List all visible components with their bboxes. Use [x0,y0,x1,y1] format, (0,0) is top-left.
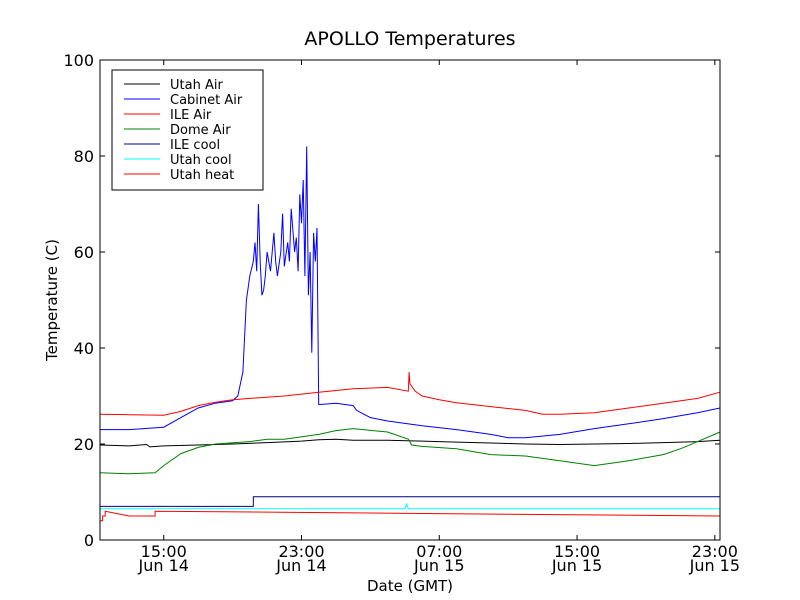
x-tick-label-time: 15:00 [554,542,600,561]
x-axis-label: Date (GMT) [367,577,453,595]
y-tick-label: 80 [74,147,94,166]
legend-label: ILE cool [170,138,220,153]
y-tick-label: 40 [74,339,94,358]
legend-label: ILE Air [170,108,212,123]
x-tick-label-time: 23:00 [692,542,738,561]
legend-box [111,69,264,191]
x-tick-label-date: Jun 15 [413,556,464,575]
legend-label: Utah Air [170,78,223,93]
y-tick-label: 0 [84,531,94,550]
x-tick-label-date: Jun 14 [137,556,188,575]
series-line-ile-air [99,371,721,416]
plot-frame [99,59,721,541]
y-tick-label: 100 [63,51,94,70]
x-tick-label-time: 23:00 [278,542,324,561]
x-tick-label-date: Jun 14 [275,556,326,575]
chart-title: APOLLO Temperatures [304,28,515,50]
series-line-utah-cool [100,502,720,510]
series-line-utah-air [99,438,721,448]
legend-label: Utah heat [170,168,234,183]
x-tick-label-time: 15:00 [141,542,187,561]
legend-label: Utah cool [170,153,232,168]
legend-label: Cabinet Air [170,93,243,108]
x-tick-label-time: 07:00 [416,542,462,561]
legend-label: Dome Air [170,123,231,138]
x-tick-label-date: Jun 15 [551,556,602,575]
series-line-utah-heat [100,510,721,522]
y-tick-label: 60 [74,243,94,262]
series-line-ile-cool [100,496,720,507]
x-tick-label-date: Jun 15 [689,556,740,575]
y-tick-label: 20 [74,435,94,454]
plot-area [99,146,721,522]
series-line-dome-air [99,428,721,475]
y-axis-label: Temperature (C) [43,239,61,362]
series-line-cabinet-air [100,146,721,439]
